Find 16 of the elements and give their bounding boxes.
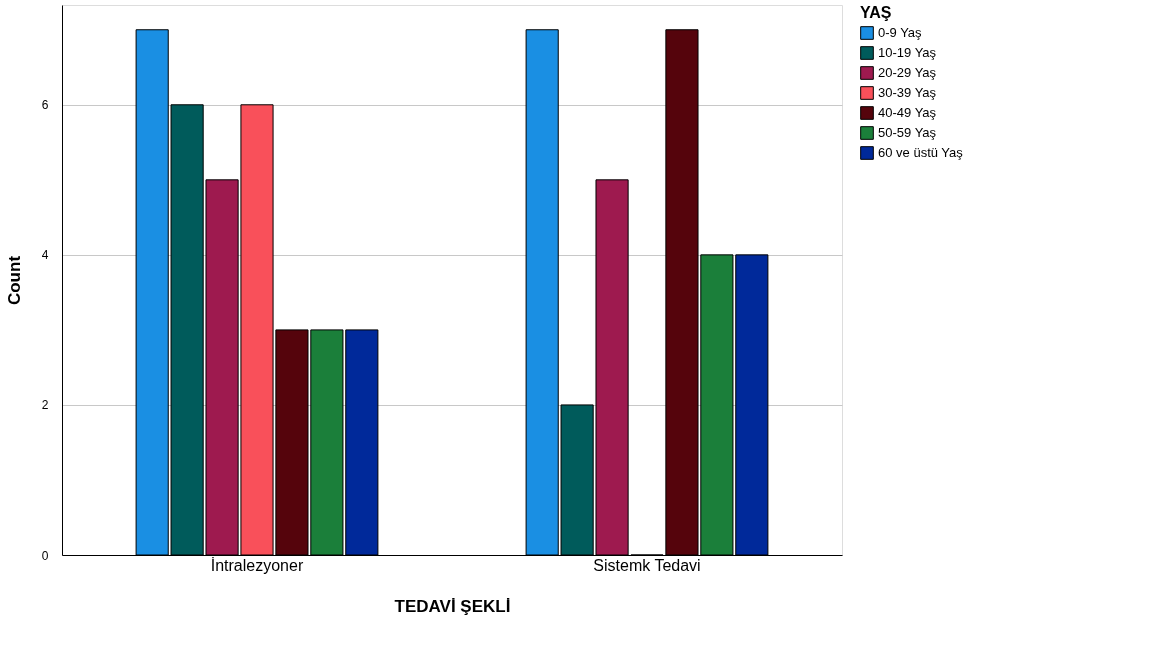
y-tick-label: 0 xyxy=(41,548,49,563)
legend-label: 50-59 Yaş xyxy=(878,125,937,140)
y-tick-label: 6 xyxy=(41,98,49,113)
legend-label: 20-29 Yaş xyxy=(878,65,937,80)
x-tick-label: Sistemk Tedavi xyxy=(593,556,701,574)
y-tick-label: 4 xyxy=(41,248,49,263)
y-axis-title: Count xyxy=(4,255,24,306)
x-axis-title: TEDAVİ ŞEKLİ xyxy=(394,596,511,616)
legend-label: 0-9 Yaş xyxy=(878,25,923,40)
legend-title: YAŞ xyxy=(860,4,892,21)
legend-label: 30-39 Yaş xyxy=(878,85,937,100)
x-tick-label: İntralezyoner xyxy=(210,555,304,574)
y-tick-label: 2 xyxy=(41,398,49,413)
legend-label: 40-49 Yaş xyxy=(878,105,937,120)
legend-label: 10-19 Yaş xyxy=(878,45,937,60)
legend-label: 60 ve üstü Yaş xyxy=(878,145,964,160)
